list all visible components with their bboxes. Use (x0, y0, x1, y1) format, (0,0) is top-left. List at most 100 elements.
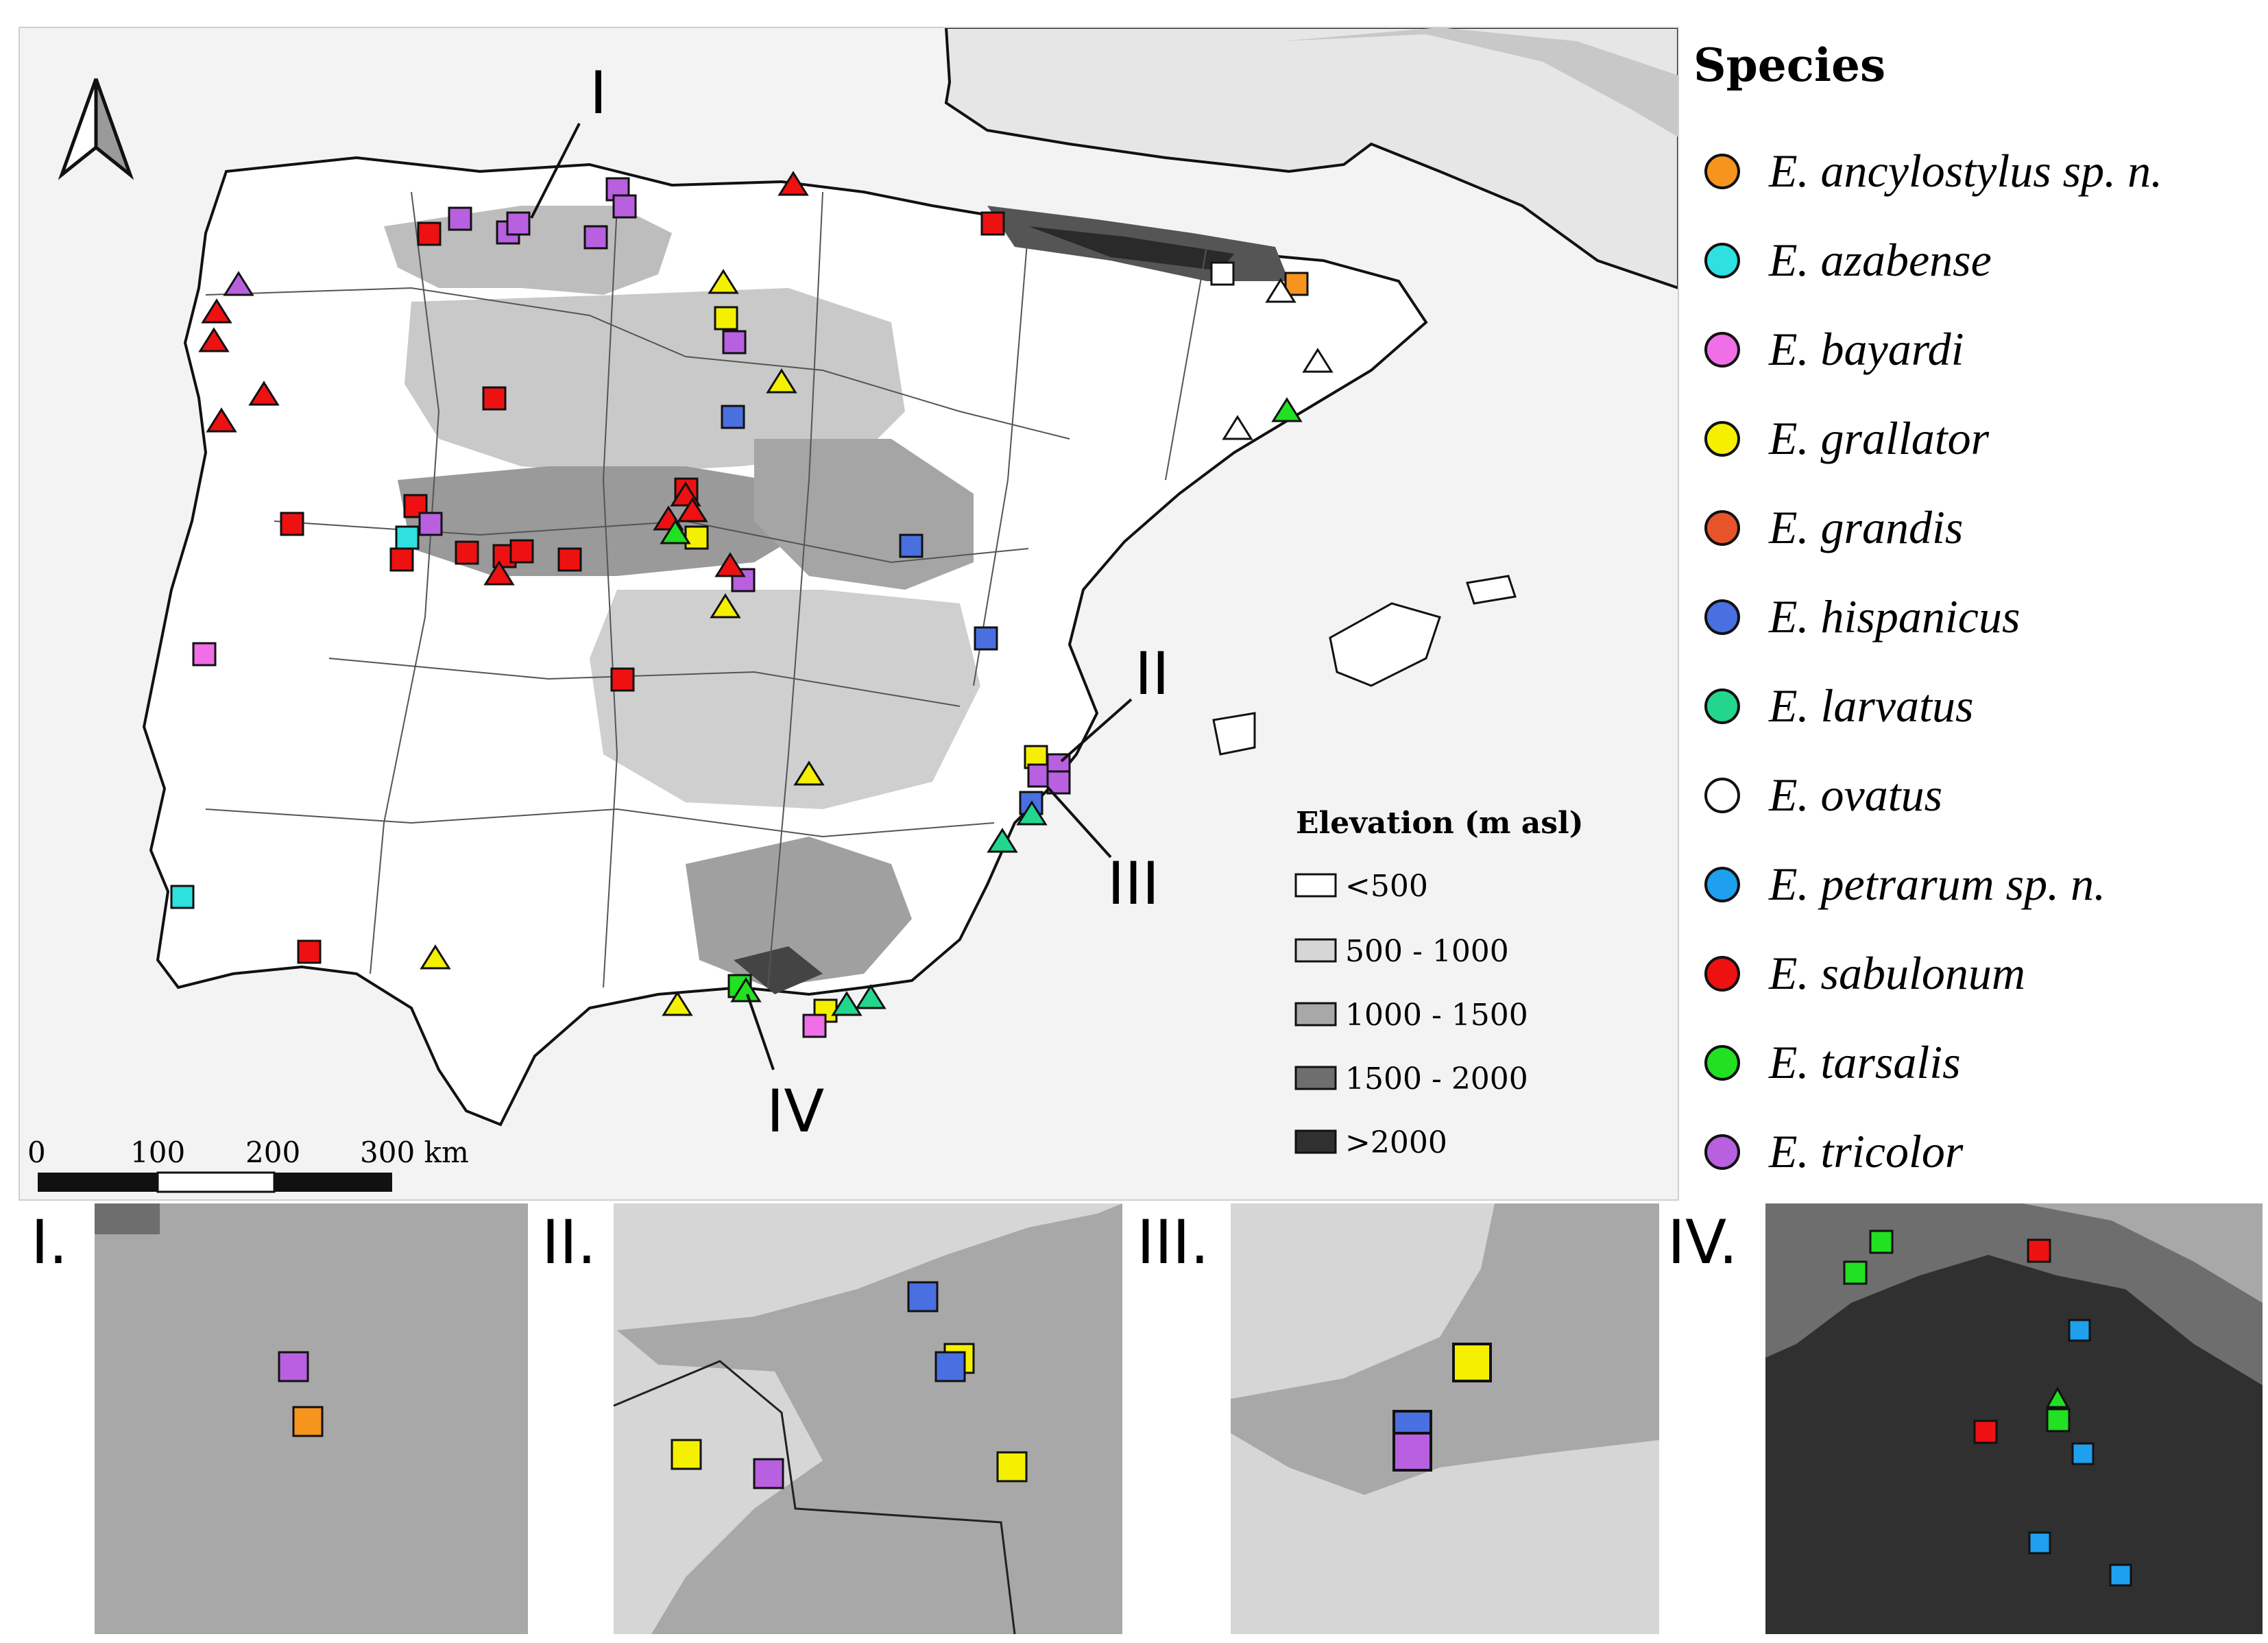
alps-relief (1282, 27, 1678, 137)
legend-swatch (1704, 421, 1740, 457)
scale-segment (38, 1173, 158, 1192)
province-borders (205, 191, 1207, 988)
elevation-class-label: 500 - 1000 (1345, 934, 1509, 969)
legend-species-label: E. petrarum sp. n. (1768, 858, 2106, 910)
marker-tricolor (223, 271, 254, 296)
legend-species-label: E. larvatus (1768, 680, 1973, 732)
marker-ancylostylus (292, 1406, 324, 1437)
callout-II: II (1135, 640, 1170, 708)
callout-leaders (530, 123, 1133, 1070)
main-map (19, 27, 1678, 1200)
inset-label: II. (542, 1207, 596, 1278)
marker-sabulonum (248, 381, 280, 406)
inset-panel-IV (1765, 1203, 2263, 1634)
sierra-nevada (734, 946, 823, 994)
marker-sabulonum (677, 497, 708, 523)
marker-petrarum (2068, 1319, 2091, 1342)
marker-petrarum (2109, 1563, 2132, 1587)
marker-larvatus (855, 984, 886, 1009)
legend-swatch (1704, 154, 1740, 189)
marker-sabulonum (980, 211, 1005, 236)
pyrenees-peaks (1028, 226, 1234, 271)
marker-tricolor (1392, 1432, 1432, 1472)
north-arrow-icon (58, 78, 134, 180)
scale-segment (274, 1173, 392, 1192)
marker-azabense (170, 885, 195, 909)
marker-grallator (662, 991, 693, 1016)
marker-tricolor (612, 194, 637, 219)
legend-swatch (1704, 867, 1740, 902)
legend-species-label: E. sabulonum (1768, 947, 2025, 999)
elevation-legend-title: Elevation (m asl) (1296, 806, 1584, 841)
marker-ancylostylus (1284, 272, 1309, 296)
betic-relief (686, 837, 912, 987)
scale-tick-label: 300 km (360, 1136, 469, 1169)
elevation-swatch (1294, 873, 1337, 898)
marker-sabulonum (201, 298, 232, 324)
callout-III: III (1107, 850, 1159, 918)
ibiza (1212, 712, 1256, 756)
legend-swatch (1704, 1134, 1740, 1170)
inset-panel-III (1231, 1203, 1659, 1634)
marker-bayardi (802, 1014, 827, 1038)
scale-bar: 0 100 200 300 km (27, 1136, 469, 1193)
marker-grallator (684, 525, 709, 550)
scale-tick-label: 0 (27, 1136, 46, 1169)
elevation-class-label: >2000 (1345, 1125, 1447, 1160)
marker-hispanicus (974, 626, 998, 651)
northern-meseta (405, 288, 905, 473)
inset-panel-II (613, 1203, 1122, 1635)
marker-sabulonum (1973, 1419, 1998, 1444)
callout-I: I (590, 59, 607, 128)
legend-swatch (1704, 688, 1740, 724)
marker-sabulonum (777, 171, 809, 196)
inset-relief (2023, 1203, 2263, 1303)
marker-tricolor (722, 330, 747, 355)
marker-ovatus (1302, 348, 1334, 373)
main-map-frame (19, 27, 1679, 1201)
legend-swatch (1704, 332, 1740, 368)
marker-sabulonum (509, 539, 534, 564)
inset-relief (617, 1203, 1122, 1634)
marker-larvatus (987, 828, 1018, 853)
marker-sabulonum (714, 552, 746, 577)
elevation-swatch (1294, 1129, 1337, 1154)
marker-tarsalis (730, 977, 762, 1003)
elevation-class-label: 1000 - 1500 (1345, 998, 1528, 1033)
legend-swatch (1704, 956, 1740, 992)
marker-tarsalis (2045, 1386, 2070, 1408)
marker-grallator (671, 1439, 702, 1470)
elevation-swatch (1294, 1066, 1337, 1090)
scale-tick-label: 200 (245, 1136, 300, 1169)
scale-segment (156, 1171, 276, 1193)
marker-petrarum (2028, 1531, 2051, 1555)
legend-species-label: E. tarsalis (1768, 1036, 1961, 1088)
marker-bayardi (192, 642, 217, 667)
species-legend-title: Species (1693, 38, 1885, 92)
southern-meseta (590, 590, 980, 809)
marker-sabulonum (389, 547, 414, 572)
legend-species-label: E. azabense (1768, 234, 1992, 286)
marker-grallator (1452, 1343, 1492, 1382)
elevation-swatch (1294, 938, 1337, 963)
marker-tricolor (448, 206, 472, 231)
marker-grallator (766, 368, 797, 394)
elevation-swatch (1294, 1002, 1337, 1027)
legend-swatch (1704, 1045, 1740, 1081)
occurrence-markers (170, 171, 1334, 1038)
marker-larvatus (1016, 800, 1048, 826)
elevation-legend: Elevation (m asl) <500 500 - 1000 1000 -… (1294, 806, 1584, 1160)
legend-species-label: E. ancylostylus sp. n. (1768, 145, 2162, 197)
marker-sabulonum (297, 939, 322, 964)
elevation-class-label: 1500 - 2000 (1345, 1062, 1528, 1096)
marker-larvatus (831, 991, 862, 1016)
marker-grallator (710, 593, 741, 619)
marker-sabulonum (280, 512, 304, 536)
legend-swatch (1704, 599, 1740, 635)
marker-tricolor (418, 512, 443, 536)
inset-panel-I (95, 1203, 528, 1634)
marker-sabulonum (417, 221, 442, 246)
marker-grallator (420, 944, 451, 970)
marker-petrarum (2071, 1442, 2095, 1465)
